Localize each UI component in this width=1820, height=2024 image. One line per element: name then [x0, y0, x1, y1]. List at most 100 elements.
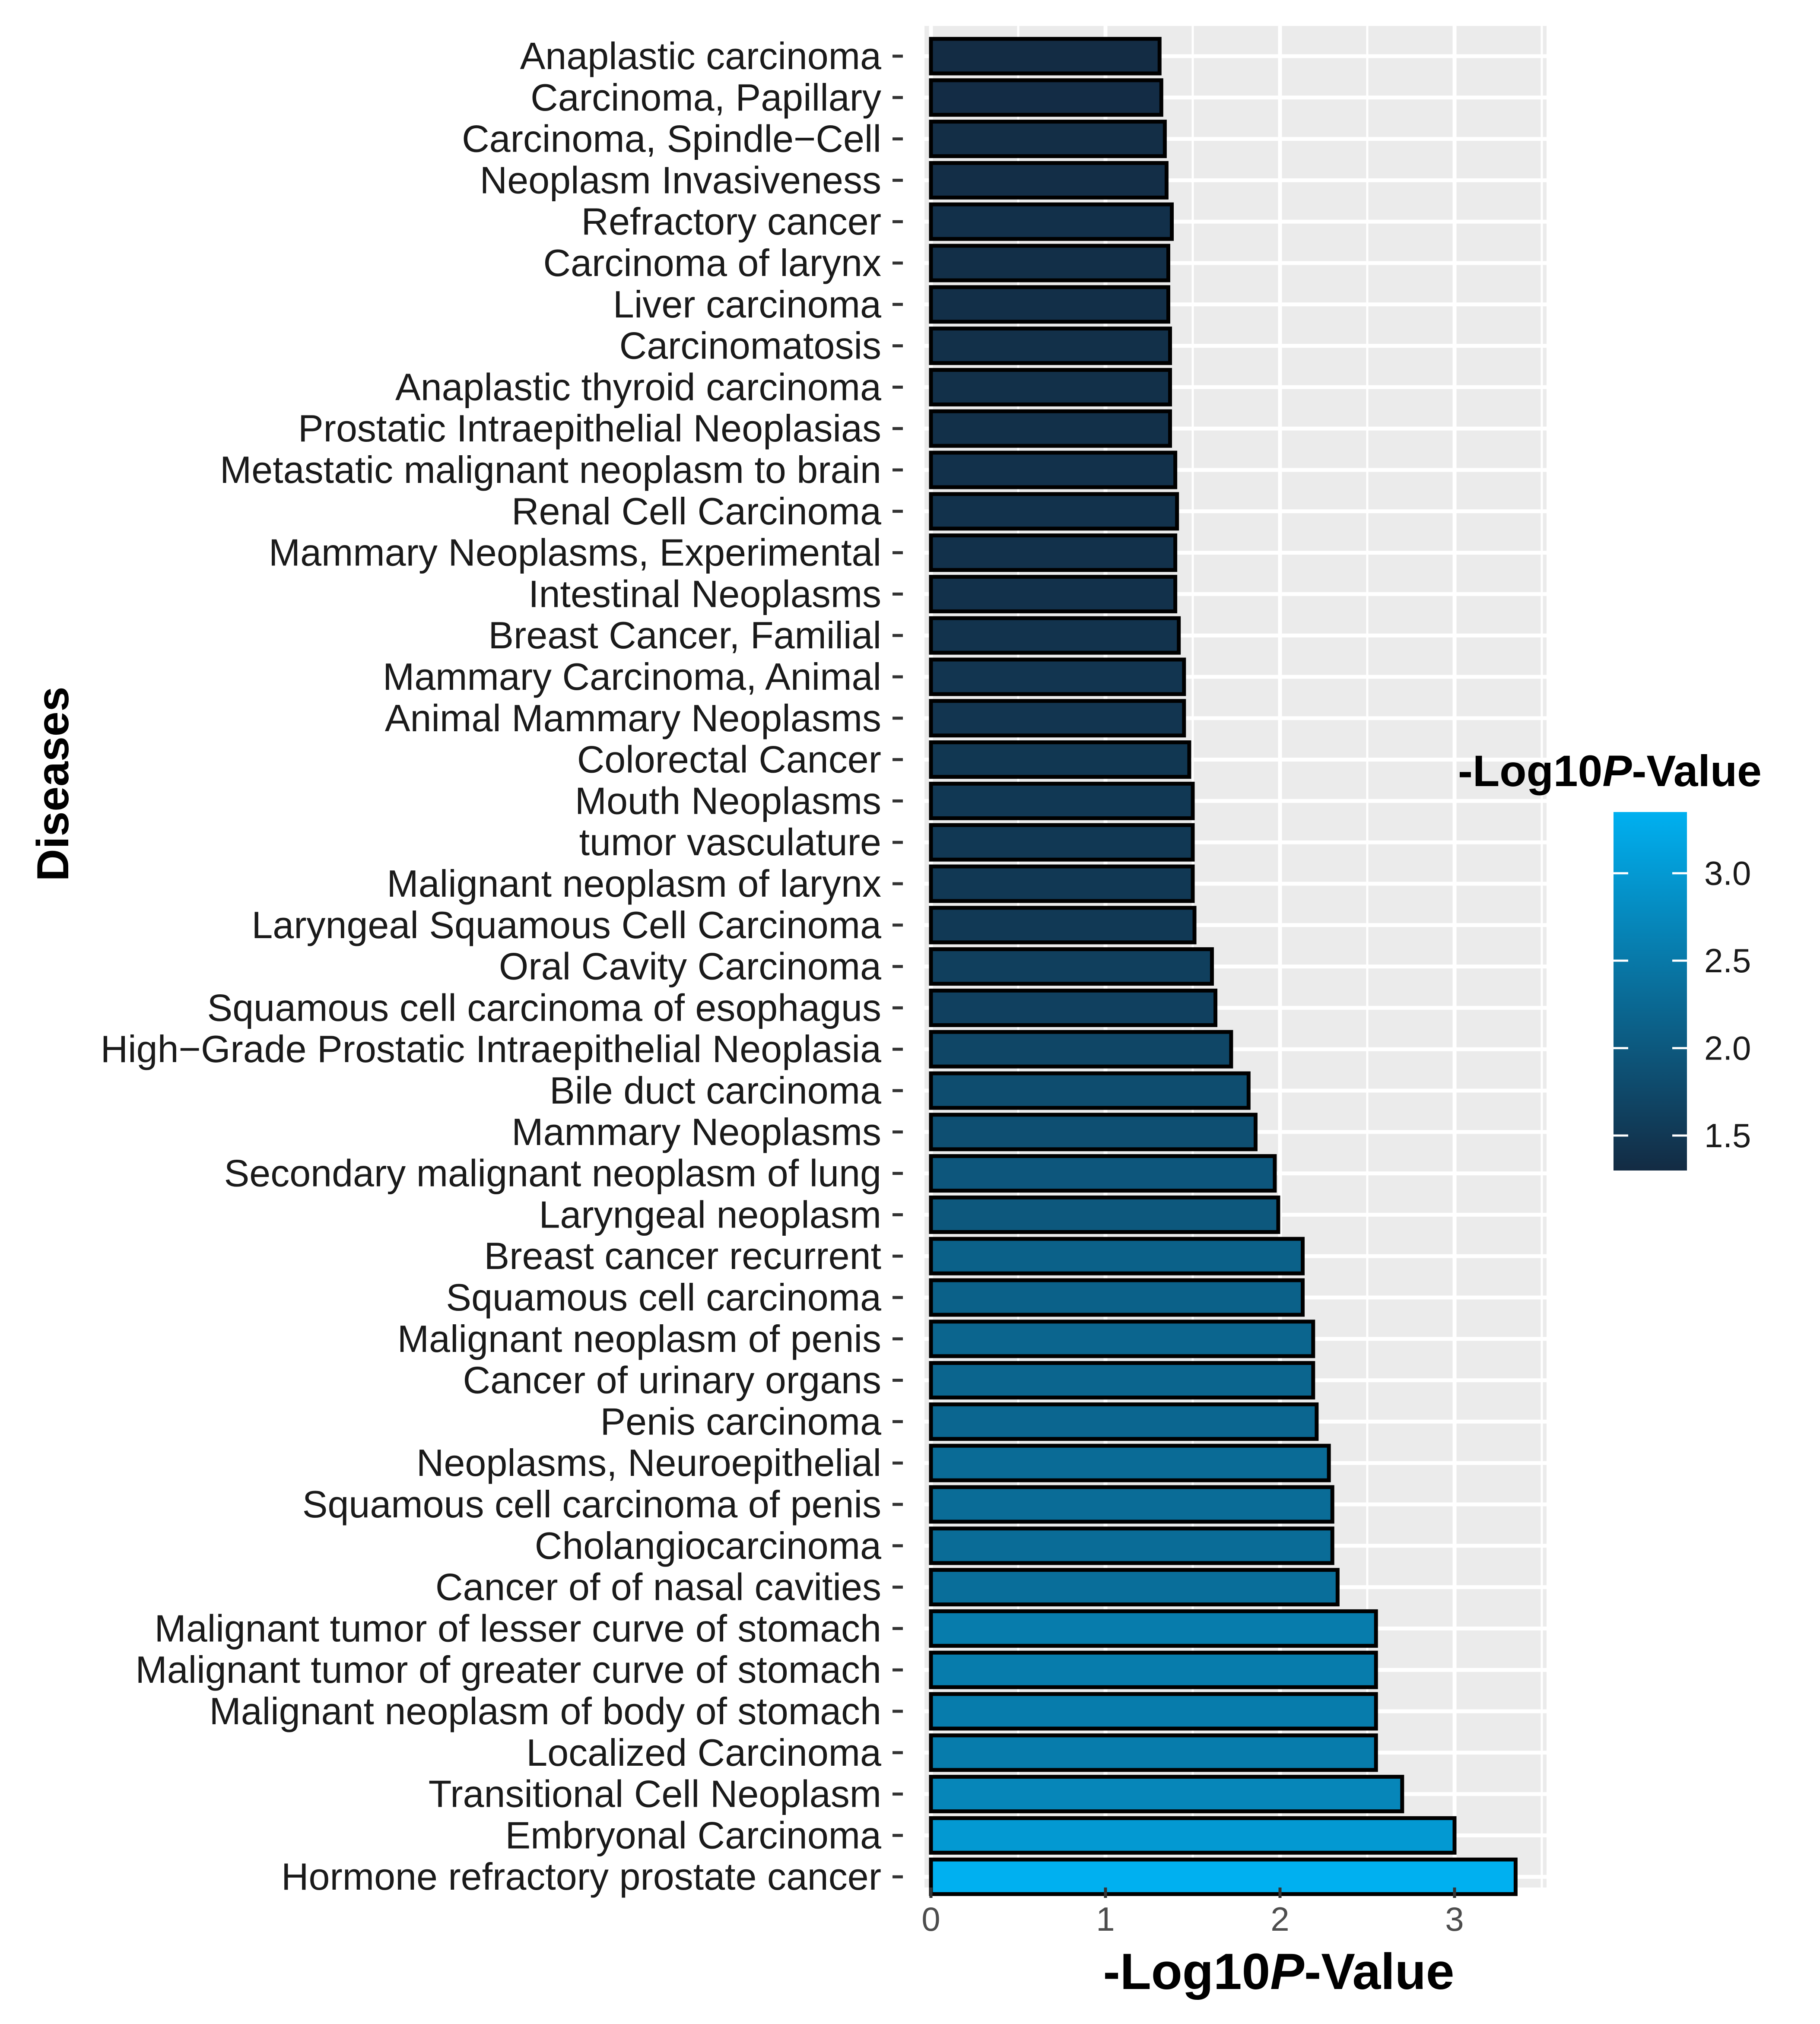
y-tick-label: tumor vasculature: [579, 821, 881, 863]
y-tick-label: Liver carcinoma: [613, 283, 881, 326]
color-legend: -Log10P-Value 1.5 2.0 2.5 3.0: [1458, 746, 1762, 1171]
y-tick-label: Malignant tumor of greater curve of stom…: [135, 1648, 881, 1691]
y-tick-label: Neoplasms, Neuroepithelial: [416, 1441, 881, 1484]
bar: [929, 368, 1172, 406]
y-tick-label: Localized Carcinoma: [526, 1731, 881, 1774]
bar: [929, 161, 1169, 200]
bar: [929, 1113, 1258, 1152]
y-tick-label: High−Grade Prostatic Intraepithelial Neo…: [101, 1028, 881, 1070]
y-tick-label: Anaplastic thyroid carcinoma: [395, 365, 881, 408]
x-tick-label: 1: [1096, 1900, 1115, 1938]
legend-tick-label: 1.5: [1704, 1117, 1751, 1155]
bar: [929, 574, 1178, 613]
bar: [929, 699, 1186, 738]
y-tick-label: Mammary Carcinoma, Animal: [383, 655, 881, 698]
bar: [929, 1526, 1334, 1565]
bar: [929, 988, 1218, 1027]
y-tick-label: Anaplastic carcinoma: [520, 35, 881, 77]
y-tick-label: Carcinoma, Spindle−Cell: [462, 117, 881, 160]
bar: [929, 616, 1181, 655]
y-tick-label: Breast Cancer, Familial: [488, 614, 881, 657]
bar: [929, 1278, 1305, 1317]
y-tick-label: Cholangiocarcinoma: [535, 1524, 881, 1567]
y-tick-label: Mammary Neoplasms: [511, 1110, 881, 1153]
y-tick-label: Penis carcinoma: [600, 1400, 881, 1443]
y-tick-label: Metastatic malignant neoplasm to brain: [220, 448, 881, 491]
bar: [929, 864, 1195, 903]
bar: [929, 202, 1174, 241]
bar: [929, 823, 1195, 862]
bar: [929, 1071, 1251, 1110]
y-tick-label: Bile duct carcinoma: [549, 1069, 881, 1112]
y-tick-label: Mouth Neoplasms: [575, 779, 881, 822]
bar: [929, 1154, 1277, 1193]
y-tick-label: Carcinoma of larynx: [543, 241, 881, 284]
y-tick-label: Malignant neoplasm of larynx: [387, 862, 881, 905]
legend-colorbar: [1614, 812, 1687, 1171]
x-axis-title: -Log10P-Value: [1103, 1943, 1454, 2000]
y-axis-title: Diseases: [28, 686, 78, 881]
y-tick-label: Hormone refractory prostate cancer: [281, 1855, 881, 1898]
x-tick-label: 2: [1271, 1900, 1289, 1938]
bar: [929, 781, 1195, 820]
bar: [929, 1733, 1378, 1772]
y-tick-label: Oral Cavity Carcinoma: [499, 945, 881, 988]
bar: [929, 657, 1186, 696]
bar: [929, 450, 1178, 489]
y-tick-label: Refractory cancer: [581, 200, 881, 243]
y-tick-label: Prostatic Intraepithelial Neoplasias: [298, 407, 881, 450]
y-tick-label: Malignant neoplasm of body of stomach: [209, 1690, 881, 1732]
legend-tick-label: 2.0: [1704, 1029, 1751, 1067]
bar: [929, 244, 1170, 282]
bar: [929, 285, 1170, 324]
bar: [929, 492, 1179, 531]
y-tick-label: Carcinoma, Papillary: [530, 76, 881, 119]
bar: [929, 1237, 1305, 1275]
bar: [929, 1568, 1340, 1607]
y-tick-label: Intestinal Neoplasms: [528, 572, 881, 615]
bar: [929, 37, 1162, 76]
y-tick-label: Malignant neoplasm of penis: [397, 1317, 881, 1360]
bar: [929, 1609, 1378, 1648]
y-tick-label: Animal Mammary Neoplasms: [385, 697, 881, 739]
y-tick-label: Carcinomatosis: [619, 324, 881, 367]
bar: [929, 120, 1167, 159]
y-tick-label: Cancer of of nasal cavities: [435, 1566, 881, 1608]
y-tick-label: Cancer of urinary organs: [463, 1359, 881, 1402]
bar: [929, 327, 1172, 365]
y-tick-label: Squamous cell carcinoma of esophagus: [207, 986, 881, 1029]
y-tick-label: Transitional Cell Neoplasm: [429, 1773, 881, 1815]
y-tick-label: Renal Cell Carcinoma: [511, 490, 881, 533]
y-tick-label: Secondary malignant neoplasm of lung: [224, 1152, 881, 1195]
bar: [929, 533, 1178, 572]
bar: [929, 1402, 1319, 1441]
bar: [929, 1443, 1331, 1482]
y-tick-label: Breast cancer recurrent: [484, 1234, 882, 1277]
bar: [929, 947, 1214, 986]
y-tick-label: Mammary Neoplasms, Experimental: [269, 531, 881, 574]
bars: [929, 37, 1518, 1896]
legend-title: -Log10P-Value: [1458, 746, 1762, 796]
y-tick-label: Laryngeal neoplasm: [539, 1193, 881, 1236]
bar: [929, 1320, 1315, 1358]
y-tick-label: Colorectal Cancer: [577, 738, 881, 781]
y-tick-label: Neoplasm Invasiveness: [480, 159, 881, 201]
bar: [929, 1857, 1518, 1896]
y-tick-label: Malignant tumor of lesser curve of stoma…: [155, 1607, 881, 1650]
x-tick-label: 0: [921, 1900, 940, 1938]
bar: [929, 1650, 1378, 1689]
y-tick-label: Embryonal Carcinoma: [505, 1814, 881, 1856]
bar: [929, 740, 1191, 779]
bar: [929, 1030, 1233, 1069]
x-axis: 0 1 2 3: [921, 1888, 1464, 1938]
bar: [929, 1692, 1378, 1731]
bar: [929, 906, 1197, 945]
bar: [929, 1361, 1315, 1400]
bar: [929, 78, 1163, 117]
bar: [929, 1775, 1404, 1814]
x-tick-label: 3: [1445, 1900, 1464, 1938]
bar: [929, 409, 1172, 448]
